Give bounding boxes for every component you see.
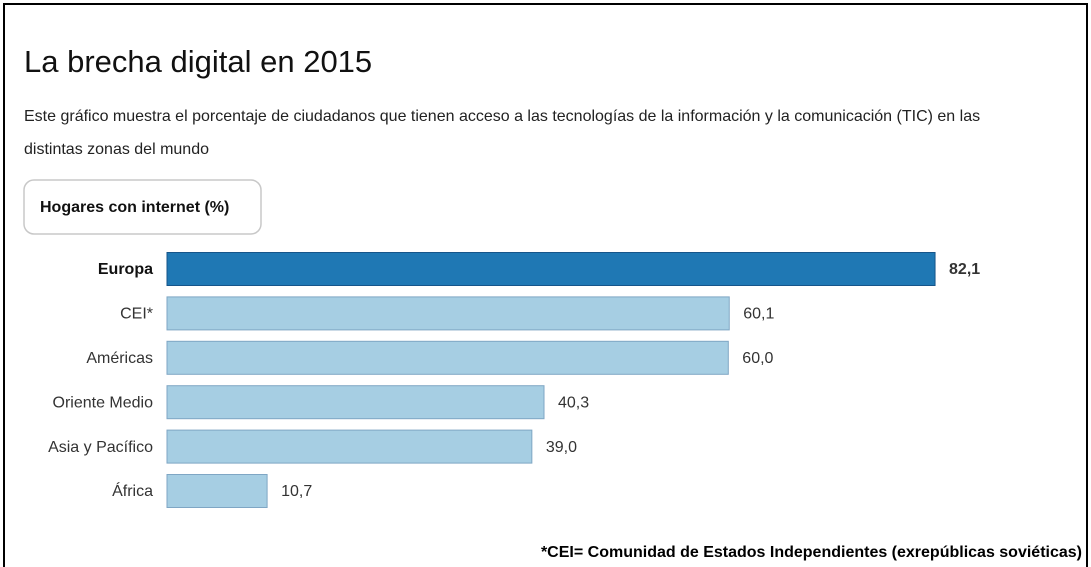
value-label: 82,1 — [949, 261, 980, 278]
footnote: *CEI= Comunidad de Estados Independiente… — [541, 544, 1082, 561]
subtitle-line: Este gráfico muestra el porcentaje de ci… — [24, 108, 980, 125]
category-label: CEI* — [120, 306, 153, 323]
category-label: Asia y Pacífico — [48, 439, 153, 456]
category-label: Europa — [98, 261, 153, 278]
category-label: Oriente Medio — [53, 394, 154, 411]
value-label: 60,1 — [743, 306, 774, 323]
bar — [166, 252, 936, 286]
value-label: 60,0 — [742, 350, 773, 367]
bar — [166, 474, 268, 508]
bar — [166, 429, 533, 464]
bar — [166, 340, 729, 375]
value-label: 39,0 — [546, 439, 577, 456]
subtitle-line: distintas zonas del mundo — [24, 141, 209, 158]
category-label: África — [112, 481, 153, 500]
bar — [166, 296, 730, 331]
tab-box[interactable] — [23, 179, 262, 235]
bar — [166, 385, 545, 420]
category-label: Américas — [86, 350, 153, 367]
chart-title: La brecha digital en 2015 — [24, 44, 372, 79]
tab[interactable]: Hogares con internet (%) — [23, 179, 262, 235]
value-label: 40,3 — [558, 394, 589, 411]
value-label: 10,7 — [281, 483, 312, 500]
tab-label[interactable]: Hogares con internet (%) — [40, 199, 229, 216]
